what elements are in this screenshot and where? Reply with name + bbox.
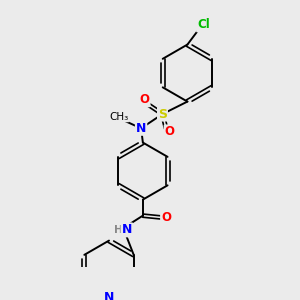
Text: N: N	[122, 224, 132, 236]
Text: O: O	[165, 125, 175, 138]
Text: H: H	[113, 225, 122, 235]
Text: O: O	[140, 93, 150, 106]
Text: N: N	[104, 291, 114, 300]
Text: Cl: Cl	[197, 18, 210, 32]
Text: N: N	[136, 122, 146, 135]
Text: S: S	[158, 108, 167, 121]
Text: CH₃: CH₃	[109, 112, 128, 122]
Text: O: O	[161, 211, 171, 224]
